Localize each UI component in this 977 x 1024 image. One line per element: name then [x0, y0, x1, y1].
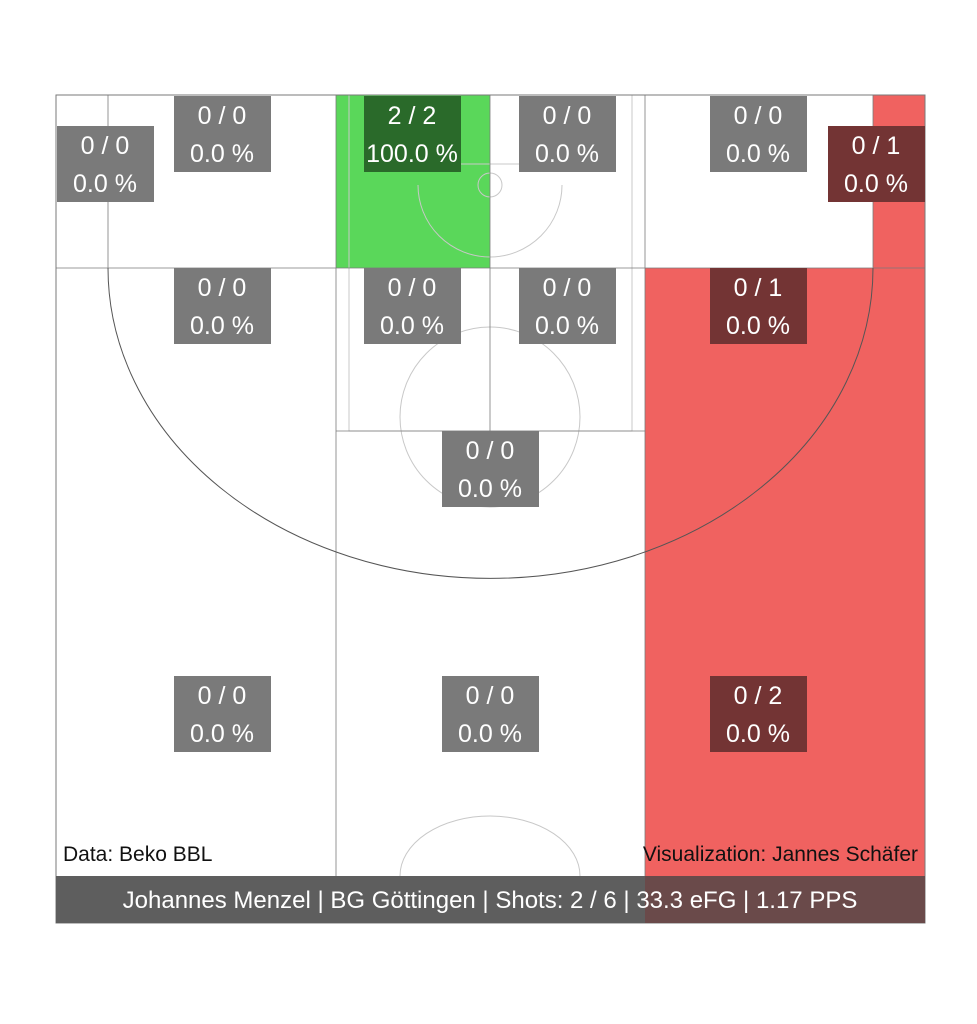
zone-label-three-center: 0 / 0 0.0 % [442, 676, 539, 752]
zone-label-paint-left-short: 2 / 2 100.0 % [364, 96, 461, 172]
zone-label-paint-left-mid: 0 / 0 0.0 % [364, 268, 461, 344]
three-point-arc [107, 267, 874, 579]
zone-shots: 0 / 0 [198, 102, 247, 130]
zone-percentage: 0.0 % [844, 170, 908, 198]
zone-label-free-throw-top: 0 / 0 0.0 % [442, 431, 539, 507]
zone-shots: 0 / 0 [466, 437, 515, 465]
zone-label-box [519, 268, 616, 344]
zone-shots: 0 / 2 [734, 682, 783, 710]
zone-percentage: 100.0 % [366, 140, 458, 168]
zone-label-three-right: 0 / 2 0.0 % [710, 676, 807, 752]
zone-shots: 0 / 0 [198, 274, 247, 302]
zone-fills [336, 95, 925, 876]
zone-label-box [828, 126, 925, 202]
zone-shots: 0 / 0 [543, 274, 592, 302]
zone-percentage: 0.0 % [380, 312, 444, 340]
zone-labels: 0 / 0 0.0 % 0 / 0 0.0 % 2 / 2 100.0 % 0 / 0 0.0… [57, 96, 925, 752]
zone-label-corner-right: 0 / 1 0.0 % [828, 126, 925, 202]
center-circle [399, 815, 581, 877]
zone-percentage: 0.0 % [190, 140, 254, 168]
zone-percentage: 0.0 % [726, 140, 790, 168]
zone-label-wing-left-mid: 0 / 0 0.0 % [174, 268, 271, 344]
zone-label-wing-right-mid: 0 / 1 0.0 % [710, 268, 807, 344]
zone-shots: 2 / 2 [388, 102, 437, 130]
zone-label-box [519, 96, 616, 172]
zone-fill-wing-right-mid [645, 268, 925, 876]
zone-shots: 0 / 0 [81, 132, 130, 160]
zone-label-box [57, 126, 154, 202]
zone-label-box [174, 676, 271, 752]
zone-shots: 0 / 0 [198, 682, 247, 710]
zone-label-corner-left: 0 / 0 0.0 % [57, 126, 154, 202]
zone-shots: 0 / 1 [734, 274, 783, 302]
zone-percentage: 0.0 % [535, 140, 599, 168]
zone-shots: 0 / 0 [543, 102, 592, 130]
zone-percentage: 0.0 % [190, 720, 254, 748]
zone-percentage: 0.0 % [190, 312, 254, 340]
zone-label-box [442, 676, 539, 752]
zone-percentage: 0.0 % [458, 475, 522, 503]
zone-percentage: 0.0 % [726, 720, 790, 748]
zone-percentage: 0.0 % [73, 170, 137, 198]
zone-label-three-left: 0 / 0 0.0 % [174, 676, 271, 752]
zone-label-box [710, 676, 807, 752]
zone-label-box [174, 96, 271, 172]
zone-percentage: 0.0 % [458, 720, 522, 748]
zone-label-box [174, 268, 271, 344]
zone-shots: 0 / 0 [734, 102, 783, 130]
zone-label-baseline-left: 0 / 0 0.0 % [174, 96, 271, 172]
visualization-credit: Visualization: Jannes Schäfer [643, 843, 918, 866]
zone-label-paint-right-short: 0 / 0 0.0 % [519, 96, 616, 172]
zone-shots: 0 / 0 [466, 682, 515, 710]
zone-label-box [364, 268, 461, 344]
zone-percentage: 0.0 % [535, 312, 599, 340]
footer-summary: Johannes Menzel | BG Göttingen | Shots: … [123, 887, 858, 914]
zone-label-paint-right-mid: 0 / 0 0.0 % [519, 268, 616, 344]
zone-label-box [710, 268, 807, 344]
zone-label-baseline-right: 0 / 0 0.0 % [710, 96, 807, 172]
zone-percentage: 0.0 % [726, 312, 790, 340]
zone-shots: 0 / 0 [388, 274, 437, 302]
footer-bar: Johannes Menzel | BG Göttingen | Shots: … [56, 876, 925, 923]
zone-label-box [710, 96, 807, 172]
zone-borders [55, 94, 926, 924]
data-credit: Data: Beko BBL [63, 843, 212, 866]
footer-background-hot [645, 876, 925, 923]
zone-label-box [442, 431, 539, 507]
zone-label-box [364, 96, 461, 172]
zone-shots: 0 / 1 [852, 132, 901, 160]
